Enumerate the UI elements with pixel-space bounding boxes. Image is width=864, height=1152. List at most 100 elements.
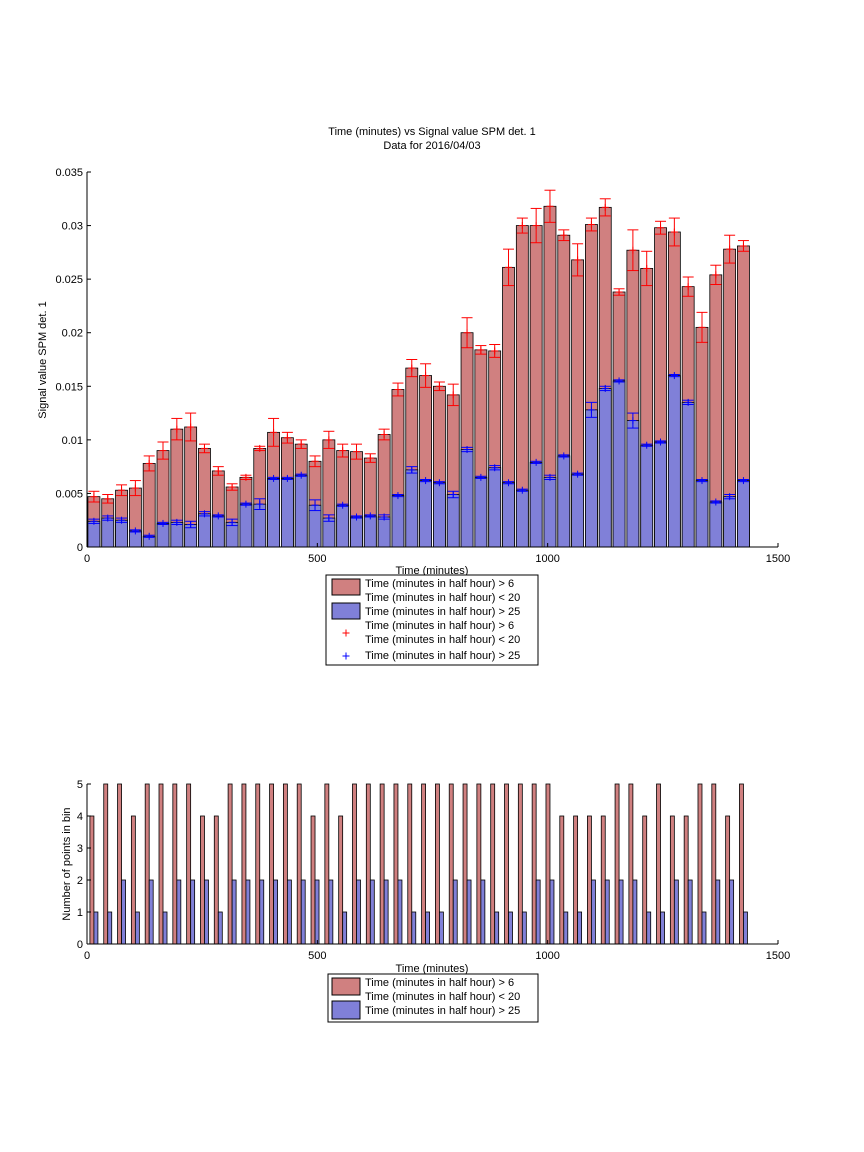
count-bar-blue: [480, 879, 486, 945]
marker-red: [283, 434, 291, 442]
count-bar-red: [310, 815, 316, 945]
legend-entry: Time (minutes in half hour) > 6: [365, 578, 514, 590]
marker-blue: [643, 441, 651, 449]
marker-blue: [574, 470, 582, 478]
marker-red: [297, 440, 305, 448]
count-bar-red: [269, 783, 274, 945]
count-bar-blue: [577, 911, 583, 945]
bar-blue: [363, 515, 377, 548]
legend-entry: Time (minutes in half hour) < 20: [365, 991, 520, 1003]
y-tick-label: 1: [77, 907, 83, 919]
count-bar-blue: [439, 911, 444, 945]
count-bar-red: [669, 815, 675, 945]
bar-blue: [515, 489, 529, 548]
bar-blue: [488, 467, 502, 548]
count-bar-blue: [604, 879, 610, 945]
legend-marker-red-plus: [342, 629, 350, 637]
bar-blue: [280, 478, 294, 548]
count-bar-blue: [743, 911, 748, 945]
marker-red: [601, 203, 609, 211]
count-bar-red: [656, 783, 661, 945]
count-bar-blue: [148, 879, 154, 945]
marker-blue: [739, 477, 747, 485]
marker-red: [270, 428, 278, 436]
marker-blue: [366, 512, 374, 520]
count-bar-blue: [466, 879, 472, 945]
marker-red: [200, 444, 208, 452]
count-bar-red: [407, 783, 413, 945]
count-bar-red: [144, 783, 150, 945]
count-bar-red: [587, 815, 592, 945]
marker-blue: [587, 406, 595, 414]
marker-red: [214, 467, 222, 475]
marker-red: [90, 493, 98, 501]
x-tick-label: 0: [84, 553, 90, 565]
count-bar-blue: [632, 879, 638, 945]
bar-blue: [681, 401, 695, 548]
marker-red: [546, 202, 554, 210]
marker-blue: [449, 491, 457, 498]
bar-blue: [267, 478, 280, 548]
bar-blue: [405, 469, 419, 548]
legend-entry: Time (minutes in half hour) < 20: [365, 592, 520, 604]
count-bar-blue: [591, 879, 596, 945]
x-tick-label: 0: [84, 950, 90, 962]
marker-red: [532, 222, 540, 230]
marker-red: [712, 271, 720, 279]
marker-blue: [214, 512, 222, 520]
bar-blue: [377, 516, 391, 548]
count-bar-blue: [162, 911, 168, 945]
marker-red: [173, 425, 181, 433]
count-bar-blue: [245, 879, 251, 945]
marker-red: [463, 329, 471, 337]
bar-blue: [198, 513, 211, 548]
bar-blue: [294, 474, 308, 548]
y-tick-label: 4: [77, 811, 83, 823]
count-bar-red: [227, 783, 233, 945]
marker-red: [587, 221, 595, 228]
marker-blue: [256, 500, 264, 508]
count-bar-blue: [618, 879, 624, 945]
count-bar-red: [200, 815, 205, 945]
count-bar-red: [531, 783, 537, 945]
bottom-chart: 0 500 1000 1500 0 1 2 3 4 5 Time (minutes) Number…: [61, 779, 790, 1023]
count-bar-red: [517, 783, 523, 945]
count-bar-red: [614, 783, 620, 945]
count-bar-blue: [673, 879, 679, 945]
count-bar-blue: [121, 879, 126, 945]
marker-blue: [131, 527, 139, 535]
marker-blue: [394, 492, 402, 500]
count-bar-blue: [107, 911, 113, 945]
count-bar-red: [476, 783, 482, 945]
marker-red: [118, 486, 126, 494]
x-tick-label: 1000: [535, 950, 559, 962]
top-plot-area: 0 500 1000 1500 0 0.005 0.01 0.015 0.02 0.025 0.03…: [55, 167, 790, 565]
count-bar-blue: [286, 879, 292, 945]
marker-blue: [726, 493, 734, 501]
legend-swatch-red: [331, 578, 361, 596]
bar-blue: [529, 461, 543, 548]
marker-blue: [601, 384, 609, 392]
marker-blue: [187, 521, 195, 528]
count-bar-red: [683, 815, 689, 945]
count-bar-red: [338, 815, 344, 945]
bar-blue: [654, 441, 667, 548]
count-bar-blue: [300, 879, 306, 945]
count-bar-blue: [521, 911, 527, 945]
marker-red: [380, 431, 388, 438]
marker-red: [242, 473, 250, 481]
legend-swatch-blue: [331, 1000, 361, 1020]
marker-blue: [311, 501, 319, 509]
marker-blue: [615, 377, 623, 385]
count-bar-blue: [259, 879, 265, 945]
marker-red: [352, 448, 360, 456]
count-bar-blue: [452, 879, 458, 945]
bottom-plot-area: 0 500 1000 1500 0 1 2 3 4 5: [77, 779, 790, 962]
marker-blue: [518, 486, 526, 494]
marker-blue: [380, 513, 388, 521]
count-bar-red: [365, 783, 371, 945]
count-bar-blue: [356, 879, 361, 945]
bar-blue: [239, 503, 253, 548]
top-chart: Time (minutes) vs Signal value SPM det. …: [37, 126, 790, 666]
marker-blue: [283, 474, 291, 482]
